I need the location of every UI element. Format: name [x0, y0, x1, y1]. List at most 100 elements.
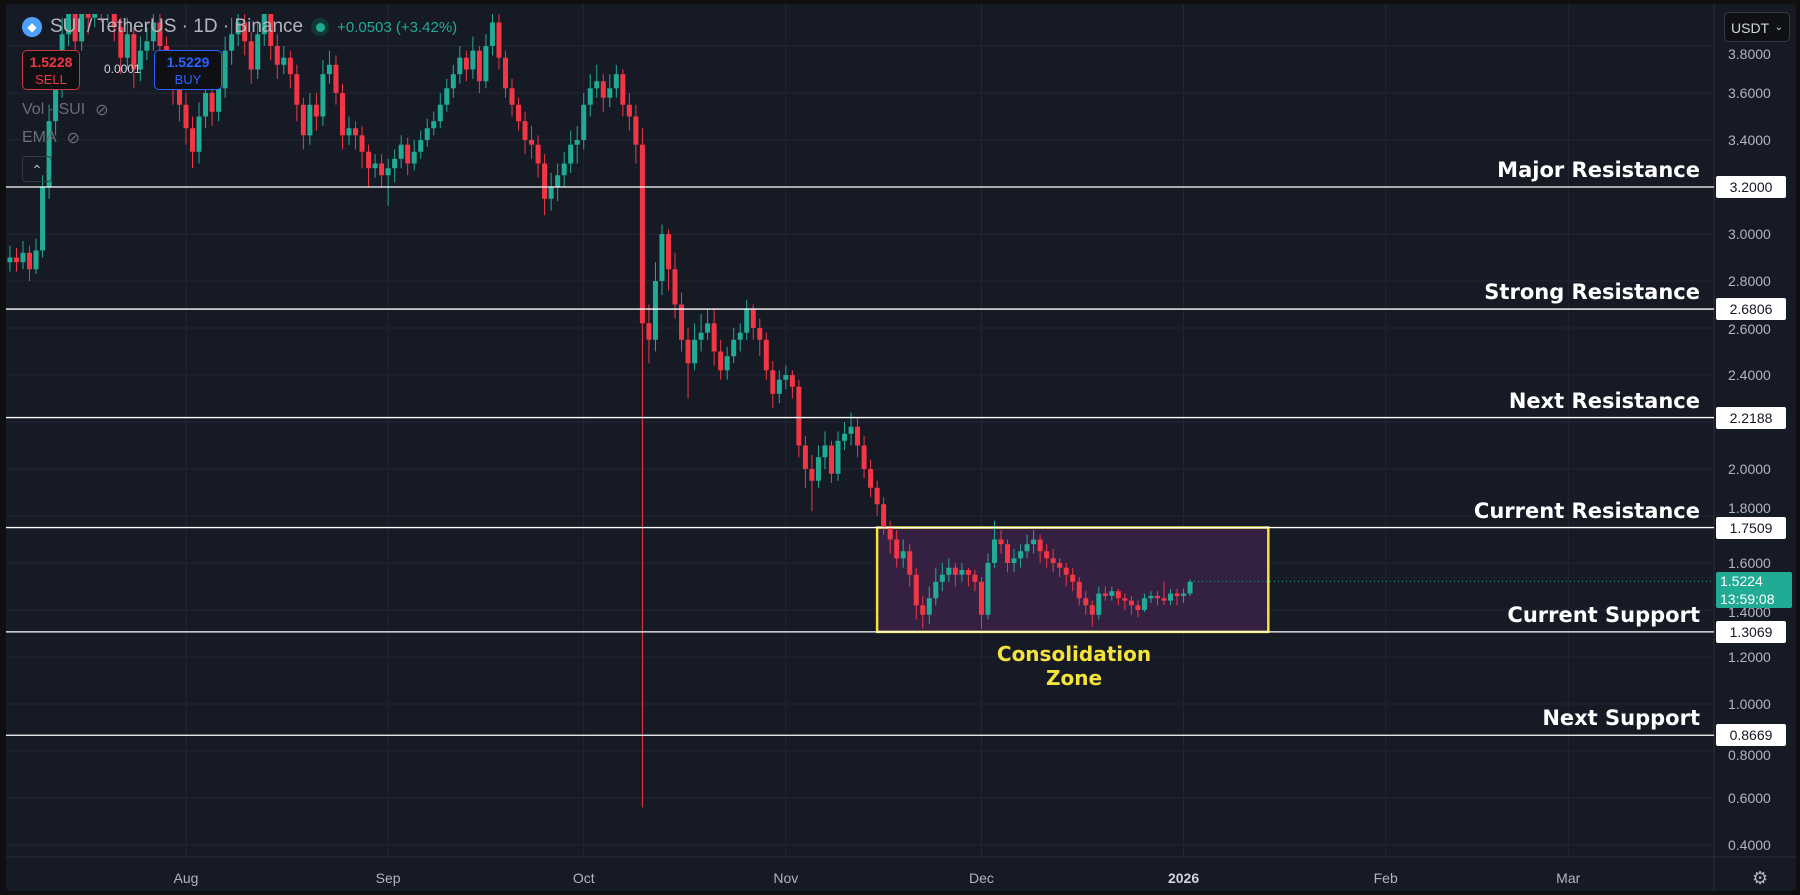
- candle-body: [1057, 563, 1063, 568]
- chevron-down-icon: ⌄: [1774, 22, 1783, 33]
- y-tick-label: 2.4000: [1728, 367, 1771, 383]
- candle-body: [1102, 593, 1108, 596]
- price-chart[interactable]: [6, 4, 1796, 891]
- candle-body: [718, 351, 724, 371]
- candle-body: [190, 128, 196, 152]
- candle-body: [85, 14, 91, 18]
- candle-body: [1109, 591, 1115, 596]
- candle-body: [561, 163, 567, 176]
- candle-body: [607, 88, 613, 98]
- candle-body: [972, 574, 978, 582]
- candle-body: [750, 309, 756, 328]
- candle-body: [724, 356, 730, 371]
- candle-body: [692, 339, 698, 364]
- level-label: Current Support: [1507, 602, 1700, 627]
- candle-body: [457, 57, 463, 75]
- candle-body: [920, 605, 926, 615]
- candle-body: [991, 539, 997, 563]
- candle-body: [646, 323, 652, 340]
- candle-body: [959, 570, 965, 575]
- candle-body: [874, 487, 880, 505]
- candle-body: [137, 50, 143, 70]
- candle-body: [1168, 593, 1174, 601]
- candle-body: [757, 328, 763, 340]
- indicator-volume[interactable]: Vol · SUI ⊘: [22, 100, 109, 120]
- candle-body: [848, 426, 854, 434]
- candle-body: [144, 41, 150, 51]
- candle-body: [522, 121, 528, 140]
- candle-body: [1161, 598, 1167, 601]
- candle-body: [965, 570, 971, 575]
- sell-price: 1.5228: [29, 54, 73, 70]
- candle-body: [542, 163, 548, 199]
- candle-body: [587, 88, 593, 105]
- indicator-ema[interactable]: EMA ⊘: [22, 128, 80, 148]
- candle-body: [1096, 593, 1102, 615]
- candle-body: [894, 539, 900, 559]
- candle-body: [27, 252, 33, 270]
- candle-body: [1076, 581, 1082, 599]
- indicator-label: Vol · SUI: [22, 101, 86, 118]
- candle-body: [776, 379, 782, 394]
- x-tick-label: Dec: [968, 870, 994, 886]
- eye-hidden-icon[interactable]: ⊘: [95, 102, 109, 119]
- candle-body: [1181, 593, 1187, 596]
- chart-window: ◆ SUI / TetherUS · 1D · Binance +0.0503 …: [6, 4, 1796, 891]
- x-tick-label: 2026: [1167, 870, 1200, 886]
- candle-body: [613, 74, 619, 89]
- candle-body: [946, 567, 952, 575]
- collapse-legend-button[interactable]: ⌃: [22, 156, 52, 182]
- candle-body: [281, 57, 287, 65]
- candle-body: [248, 41, 254, 70]
- candle-body: [868, 469, 874, 488]
- level-label: Current Resistance: [1473, 498, 1700, 523]
- candle-body: [796, 386, 802, 446]
- sell-button[interactable]: 1.5228 SELL: [22, 50, 80, 90]
- current-price-tag: 1.5224 13:59:08: [1716, 572, 1792, 608]
- candle-body: [1031, 539, 1037, 545]
- consolidation-zone-label: Consolidation Zone: [997, 642, 1151, 690]
- level-label: Next Support: [1542, 706, 1700, 731]
- candle-body: [53, 88, 59, 122]
- candle-body: [1005, 544, 1011, 563]
- level-price-tag: 2.6806: [1716, 298, 1786, 321]
- candle-body: [294, 74, 300, 105]
- candle-body: [392, 158, 398, 169]
- candle-body: [150, 22, 156, 42]
- candle-body: [326, 64, 332, 75]
- zone-label-line2: Zone: [1045, 666, 1103, 690]
- y-tick-label: 3.4000: [1728, 132, 1771, 148]
- candle-body: [952, 567, 958, 575]
- market-open-icon: [311, 18, 330, 36]
- candle-body: [659, 234, 665, 281]
- candle-body: [698, 332, 704, 340]
- candle-body: [46, 121, 52, 187]
- candle-body: [196, 116, 202, 152]
- candle-body: [203, 93, 209, 117]
- candle-body: [92, 14, 98, 18]
- candle-body: [79, 14, 85, 42]
- x-tick-label: Mar: [1556, 870, 1581, 886]
- y-tick-label: 0.8000: [1728, 747, 1771, 764]
- sui-logo-icon: ◆: [22, 17, 42, 37]
- candle-body: [1154, 595, 1160, 599]
- candle-body: [665, 234, 671, 270]
- symbol-title[interactable]: SUI / TetherUS · 1D · Binance: [50, 16, 304, 37]
- candle-body: [183, 104, 189, 129]
- y-tick-label: 3.0000: [1728, 226, 1771, 242]
- candle-body: [463, 57, 469, 70]
- settings-gear-icon[interactable]: ⚙: [1752, 868, 1769, 888]
- candle-body: [516, 104, 522, 122]
- currency-select[interactable]: USDT ⌄: [1724, 12, 1790, 42]
- x-tick-label: Oct: [572, 870, 595, 886]
- current-price: 1.5224: [1720, 573, 1763, 589]
- candle-body: [307, 104, 313, 136]
- buy-button[interactable]: 1.5229 BUY: [154, 50, 222, 90]
- candle-body: [744, 309, 750, 333]
- eye-hidden-icon[interactable]: ⊘: [66, 130, 81, 147]
- candle-body: [509, 88, 515, 105]
- candle-body: [1115, 591, 1121, 599]
- candle-body: [1018, 551, 1024, 559]
- candle-body: [828, 445, 834, 474]
- candle-body: [1187, 581, 1193, 594]
